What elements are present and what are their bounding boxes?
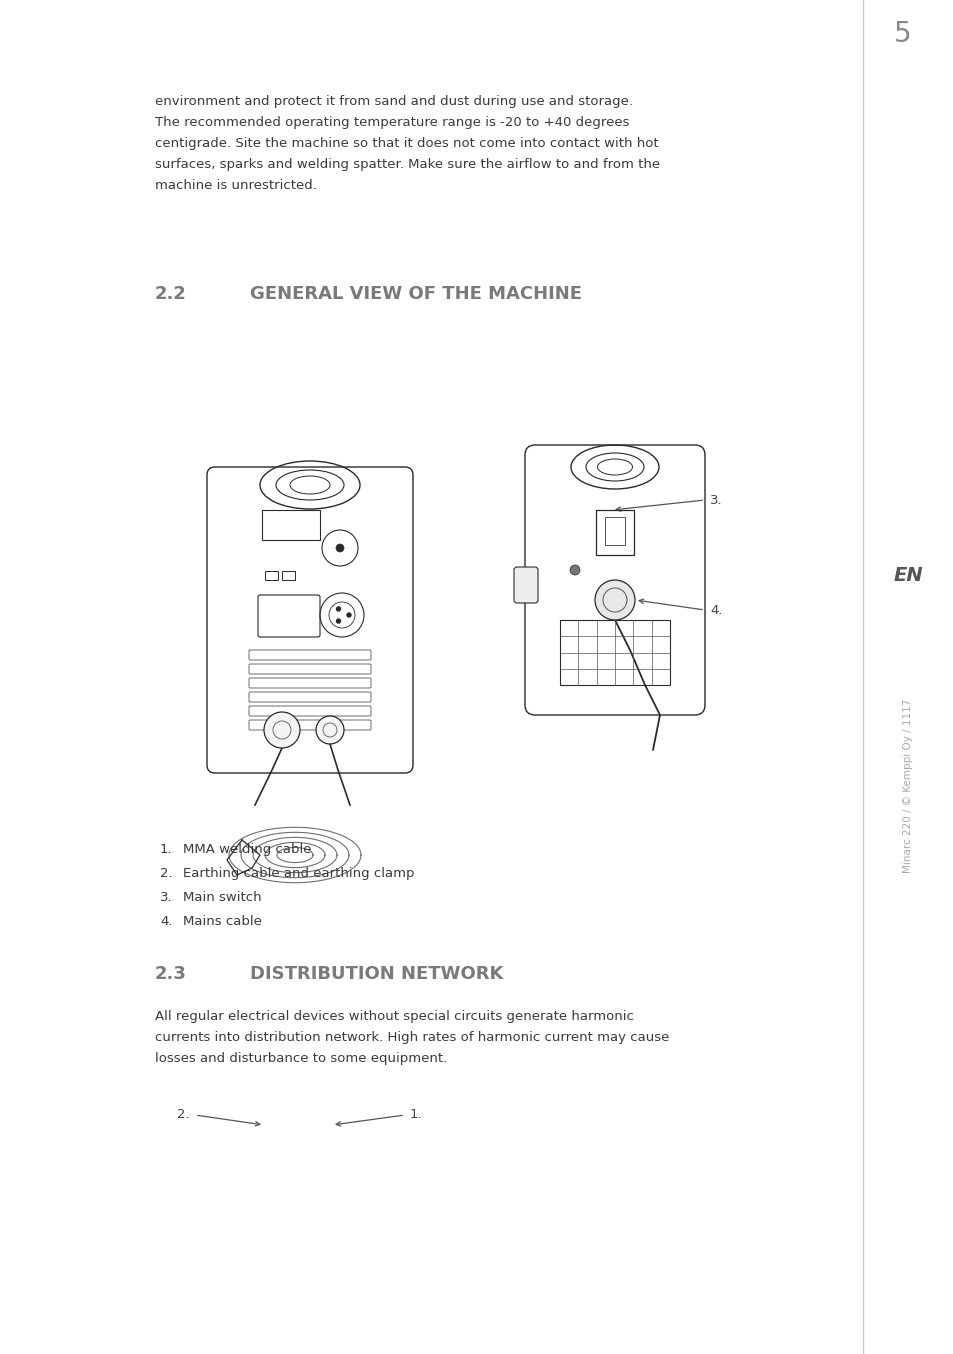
Circle shape bbox=[569, 565, 579, 575]
Text: 3.: 3. bbox=[709, 493, 721, 506]
Text: All regular electrical devices without special circuits generate harmonic: All regular electrical devices without s… bbox=[154, 1010, 633, 1024]
Bar bbox=[596, 510, 634, 555]
Text: The recommended operating temperature range is -20 to +40 degrees: The recommended operating temperature ra… bbox=[154, 116, 629, 129]
Text: Minarc 220 / © Kemppi Oy / 1117: Minarc 220 / © Kemppi Oy / 1117 bbox=[902, 699, 912, 872]
Text: 2.3: 2.3 bbox=[154, 965, 187, 983]
Text: GENERAL VIEW OF THE MACHINE: GENERAL VIEW OF THE MACHINE bbox=[250, 284, 581, 303]
Bar bbox=[604, 517, 624, 546]
Circle shape bbox=[264, 712, 299, 747]
Bar bbox=[262, 510, 319, 540]
Text: centigrade. Site the machine so that it does not come into contact with hot: centigrade. Site the machine so that it … bbox=[154, 137, 658, 150]
Text: environment and protect it from sand and dust during use and storage.: environment and protect it from sand and… bbox=[154, 95, 633, 108]
Text: EN: EN bbox=[892, 566, 923, 585]
Circle shape bbox=[595, 580, 635, 620]
Bar bbox=[559, 620, 669, 685]
Text: 3.: 3. bbox=[160, 891, 172, 904]
Text: machine is unrestricted.: machine is unrestricted. bbox=[154, 179, 316, 192]
Text: MMA welding cable: MMA welding cable bbox=[183, 844, 312, 856]
Circle shape bbox=[335, 544, 344, 552]
Text: 1.: 1. bbox=[160, 844, 172, 856]
Bar bbox=[265, 571, 277, 580]
Text: 1.: 1. bbox=[410, 1109, 422, 1121]
Text: 4.: 4. bbox=[160, 915, 172, 927]
Text: currents into distribution network. High rates of harmonic current may cause: currents into distribution network. High… bbox=[154, 1030, 669, 1044]
Circle shape bbox=[347, 613, 351, 617]
Text: 2.2: 2.2 bbox=[154, 284, 187, 303]
Circle shape bbox=[336, 619, 340, 623]
Circle shape bbox=[315, 716, 344, 743]
Text: 2.: 2. bbox=[160, 867, 172, 880]
Text: 5: 5 bbox=[893, 20, 910, 47]
Text: 2.: 2. bbox=[177, 1109, 190, 1121]
Text: losses and disturbance to some equipment.: losses and disturbance to some equipment… bbox=[154, 1052, 447, 1066]
Text: Mains cable: Mains cable bbox=[183, 915, 262, 927]
Bar bbox=[282, 571, 294, 580]
Text: Earthing cable and earthing clamp: Earthing cable and earthing clamp bbox=[183, 867, 414, 880]
Text: Main switch: Main switch bbox=[183, 891, 261, 904]
Text: 4.: 4. bbox=[709, 604, 721, 616]
Text: DISTRIBUTION NETWORK: DISTRIBUTION NETWORK bbox=[250, 965, 503, 983]
Text: surfaces, sparks and welding spatter. Make sure the airflow to and from the: surfaces, sparks and welding spatter. Ma… bbox=[154, 158, 659, 171]
Circle shape bbox=[336, 607, 340, 611]
FancyBboxPatch shape bbox=[514, 567, 537, 603]
